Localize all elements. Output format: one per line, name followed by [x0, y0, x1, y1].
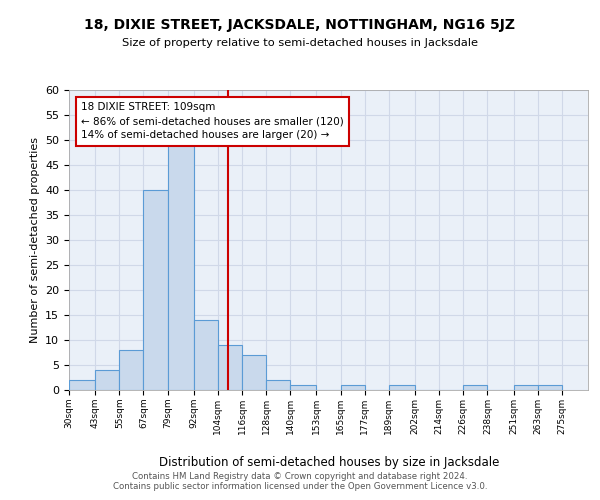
Bar — [167, 140, 194, 390]
Text: Distribution of semi-detached houses by size in Jacksdale: Distribution of semi-detached houses by … — [158, 456, 499, 469]
Text: Contains public sector information licensed under the Open Government Licence v3: Contains public sector information licen… — [113, 482, 487, 491]
Bar — [463, 385, 487, 390]
Text: 18, DIXIE STREET, JACKSDALE, NOTTINGHAM, NG16 5JZ: 18, DIXIE STREET, JACKSDALE, NOTTINGHAM,… — [85, 18, 515, 32]
Y-axis label: Number of semi-detached properties: Number of semi-detached properties — [29, 137, 40, 343]
Bar — [514, 385, 538, 390]
Bar — [69, 380, 95, 390]
Bar — [119, 350, 143, 390]
Bar — [95, 370, 119, 390]
Bar — [266, 380, 290, 390]
Bar — [194, 320, 218, 390]
Bar — [290, 385, 316, 390]
Bar — [242, 355, 266, 390]
Text: Size of property relative to semi-detached houses in Jacksdale: Size of property relative to semi-detach… — [122, 38, 478, 48]
Bar — [538, 385, 562, 390]
Text: 18 DIXIE STREET: 109sqm
← 86% of semi-detached houses are smaller (120)
14% of s: 18 DIXIE STREET: 109sqm ← 86% of semi-de… — [81, 102, 344, 141]
Text: Contains HM Land Registry data © Crown copyright and database right 2024.: Contains HM Land Registry data © Crown c… — [132, 472, 468, 481]
Bar — [389, 385, 415, 390]
Bar — [218, 345, 242, 390]
Bar — [341, 385, 365, 390]
Bar — [143, 190, 167, 390]
